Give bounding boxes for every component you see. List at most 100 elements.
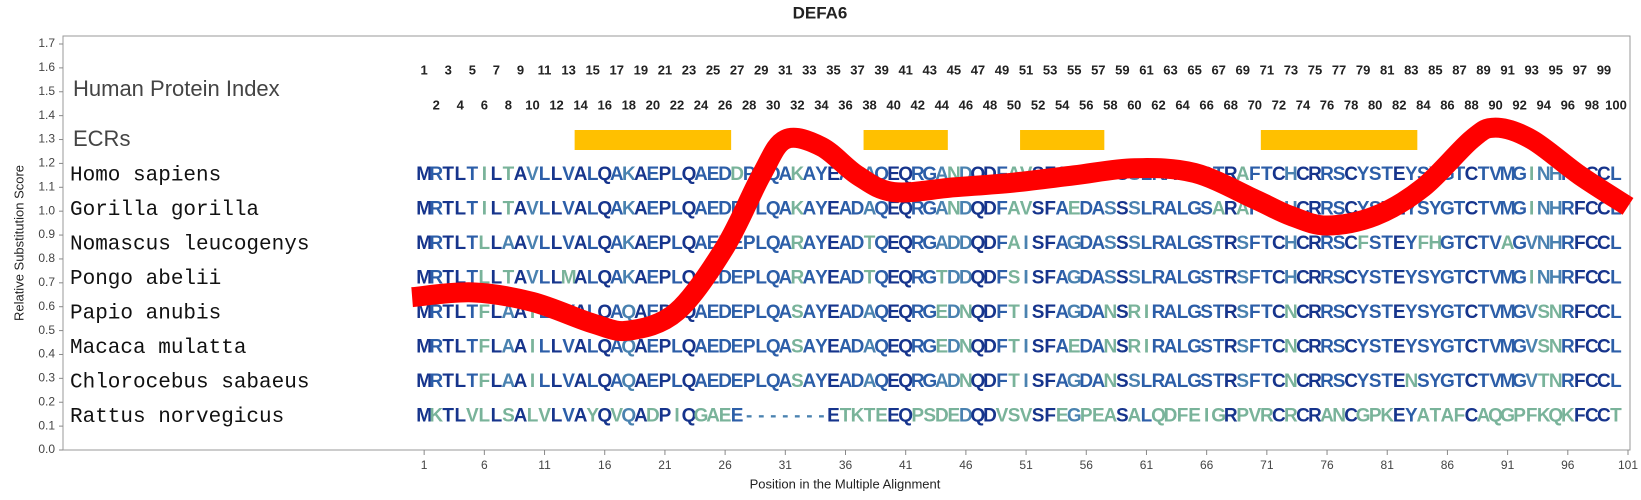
- residue: S: [791, 371, 804, 392]
- residue: -: [746, 406, 752, 427]
- residue: T: [1381, 302, 1393, 323]
- x-tick-label: 26: [718, 458, 732, 472]
- residue: T: [1213, 337, 1225, 358]
- protein-index: 36: [838, 97, 852, 112]
- residue: V: [562, 164, 575, 185]
- residue: G: [922, 337, 937, 358]
- protein-index: 10: [525, 97, 539, 112]
- residue: K: [429, 406, 443, 427]
- residue: L: [587, 199, 599, 220]
- y-tick-label: 1.5: [38, 84, 55, 98]
- residue: F: [1454, 406, 1466, 427]
- residue: C: [1597, 268, 1611, 289]
- residue: A: [706, 406, 720, 427]
- residue: G: [1067, 233, 1082, 254]
- residue: F: [479, 337, 491, 358]
- x-tick-label: 16: [598, 458, 612, 472]
- residue: V: [526, 233, 539, 254]
- residue: P: [911, 406, 924, 427]
- protein-index: 16: [597, 97, 611, 112]
- residue: C: [1272, 164, 1286, 185]
- protein-index: 34: [814, 97, 829, 112]
- residue: A: [1091, 337, 1105, 358]
- residue: R: [1128, 302, 1142, 323]
- residue: T: [503, 164, 515, 185]
- residue: A: [778, 268, 792, 289]
- residue: Q: [874, 199, 889, 220]
- residue: S: [1236, 268, 1249, 289]
- residue: L: [1177, 268, 1189, 289]
- residue: A: [610, 371, 624, 392]
- residue: Q: [597, 406, 612, 427]
- residue: R: [429, 302, 443, 323]
- residue: A: [502, 233, 516, 254]
- residue: S: [1369, 302, 1382, 323]
- residue: T: [1478, 371, 1490, 392]
- residue: V: [1489, 164, 1502, 185]
- residue: T: [1381, 371, 1393, 392]
- y-tick-label: 1.0: [38, 203, 55, 217]
- residue: Y: [815, 302, 828, 323]
- y-tick-label: 0.1: [38, 418, 55, 432]
- protein-index: 56: [1079, 97, 1093, 112]
- residue: V: [1248, 406, 1261, 427]
- residue: E: [935, 302, 948, 323]
- residue: R: [790, 233, 804, 254]
- residue: R: [1308, 268, 1322, 289]
- residue: H: [1284, 164, 1298, 185]
- residue: G: [1440, 233, 1455, 254]
- residue: Q: [898, 164, 913, 185]
- protein-index: 2: [433, 97, 440, 112]
- protein-index: 68: [1223, 97, 1237, 112]
- y-tick-label: 0.2: [38, 394, 55, 408]
- protein-index: 74: [1296, 97, 1311, 112]
- residue: A: [514, 233, 528, 254]
- residue: S: [1369, 337, 1382, 358]
- protein-index: 89: [1476, 62, 1490, 77]
- residue: E: [887, 337, 900, 358]
- residue: P: [1236, 406, 1249, 427]
- residue: Y: [1405, 268, 1418, 289]
- residue: S: [1333, 164, 1346, 185]
- sequence: MRTLTFLAA I LLVALQAQAEPLQAEDEPLQASAYEADAQE…: [416, 371, 1622, 392]
- residue: F: [1249, 164, 1261, 185]
- residue: C: [1296, 406, 1310, 427]
- x-tick-label: 96: [1561, 458, 1575, 472]
- residue: T: [1008, 337, 1020, 358]
- residue: I: [1529, 268, 1534, 289]
- residue: D: [1164, 406, 1178, 427]
- residue: M: [416, 164, 432, 185]
- residue: R: [1320, 164, 1334, 185]
- residue: L: [479, 406, 491, 427]
- residue: A: [574, 268, 588, 289]
- residue: T: [1454, 233, 1466, 254]
- residue: R: [1152, 233, 1166, 254]
- residue: L: [587, 233, 599, 254]
- residue: D: [718, 268, 732, 289]
- residue: A: [863, 337, 877, 358]
- residue: D: [718, 199, 732, 220]
- residue: K: [1537, 406, 1551, 427]
- residue: S: [923, 406, 936, 427]
- residue: E: [887, 406, 900, 427]
- residue: R: [1320, 337, 1334, 358]
- residue: M: [1500, 164, 1516, 185]
- residue: N: [947, 199, 961, 220]
- residue: D: [947, 302, 961, 323]
- residue: D: [983, 199, 997, 220]
- residue: L: [527, 406, 539, 427]
- residue: P: [1513, 406, 1526, 427]
- residue: T: [467, 302, 479, 323]
- residue: N: [1103, 302, 1117, 323]
- species-name: Chlorocebus sabaeus: [70, 372, 309, 395]
- residue: F: [1249, 337, 1261, 358]
- residue: V: [526, 199, 539, 220]
- x-tick-label: 66: [1200, 458, 1214, 472]
- species-name: Macaca mulatta: [70, 337, 246, 360]
- residue: A: [935, 199, 949, 220]
- protein-index: 49: [995, 62, 1009, 77]
- residue: T: [467, 371, 479, 392]
- residue: T: [1454, 302, 1466, 323]
- residue: -: [806, 406, 812, 427]
